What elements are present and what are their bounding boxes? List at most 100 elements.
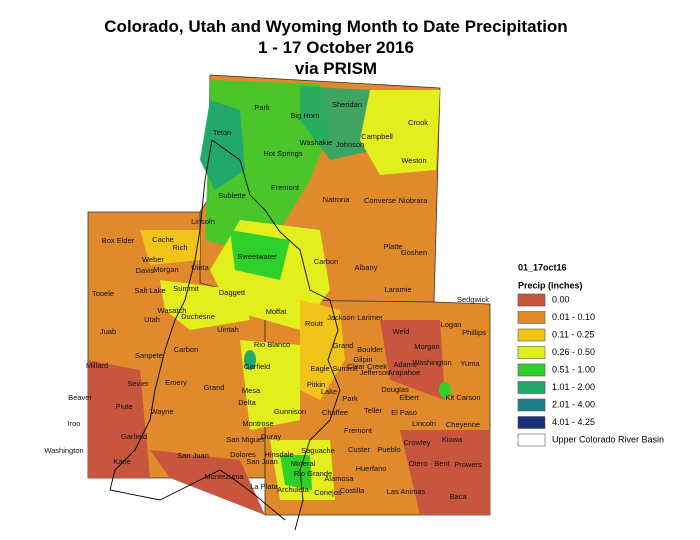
legend-label: 0.51 - 1.00	[552, 364, 595, 374]
county-label: Otero	[409, 459, 428, 468]
county-label: Las Animas	[387, 487, 426, 496]
county-label: Grand	[204, 383, 225, 392]
basin-boundary	[109, 139, 341, 531]
county-label: Larimer	[357, 313, 383, 322]
county-label: Dolores	[230, 450, 256, 459]
county-label: Duchesne	[181, 312, 215, 321]
county-label: Lincoln	[412, 419, 436, 428]
county-label: Kit Carson	[445, 393, 480, 402]
county-label: Moffat	[266, 307, 288, 316]
county-label: Grand	[333, 341, 354, 350]
county-label: Lake	[321, 387, 337, 396]
legend-swatch	[517, 311, 546, 324]
county-label: Converse	[364, 196, 396, 205]
county-label: Cheyenne	[446, 420, 480, 429]
county-label: Prowers	[454, 460, 482, 469]
county-label: Carbon	[174, 345, 199, 354]
legend: 01_17oct16 Precip (inches) 0.00 0.01 - 0.…	[517, 262, 664, 447]
county-label: Weston	[401, 156, 426, 165]
county-label: Jackson	[327, 313, 355, 322]
county-label: Fremont	[271, 183, 300, 192]
county-label: Montezuma	[204, 472, 244, 481]
county-label: Alamosa	[324, 474, 354, 483]
county-label: Washakie	[300, 138, 333, 147]
county-label: Huerfano	[356, 464, 387, 473]
county-label: Summit	[173, 284, 199, 293]
county-label: El Paso	[391, 408, 417, 417]
legend-swatch	[517, 433, 546, 447]
title: 1 - 17 October 2016	[258, 38, 414, 57]
county-label: Mesa	[242, 386, 261, 395]
county-label: Uintah	[217, 325, 239, 334]
county-label: Lincoln	[191, 217, 215, 226]
county-label: Sweetwater	[237, 252, 277, 261]
county-label: Baca	[449, 492, 467, 501]
county-labels: Park Sheridan Big Horn Crook Campbell Washaki…	[44, 100, 489, 501]
county-label: Weld	[393, 327, 410, 336]
county-label: Routt	[305, 319, 324, 328]
county-label: Big Horn	[290, 111, 319, 120]
county-label: Niobrara	[399, 196, 429, 205]
legend-swatch	[517, 416, 546, 429]
county-label: Kiowa	[442, 435, 463, 444]
county-label: Kane	[113, 457, 131, 466]
legend-swatch	[517, 398, 546, 412]
county-label: Albany	[355, 263, 378, 272]
legend-swatch	[517, 293, 546, 307]
county-label: Box Elder	[102, 236, 135, 245]
county-label: Johnson	[336, 140, 364, 149]
county-label: Garfield	[121, 432, 147, 441]
county-label: Pueblo	[377, 445, 400, 454]
county-label: Morgan	[414, 342, 439, 351]
county-label: Tooele	[92, 289, 114, 298]
legend-swatch	[517, 328, 546, 342]
county-label: Mineral	[291, 459, 316, 468]
county-label: Gunnison	[274, 407, 306, 416]
county-label: Millard	[86, 361, 108, 370]
county-label: Beaver	[68, 393, 92, 402]
county-label: Saguache	[301, 446, 335, 455]
legend-label: 2.01 - 4.00	[552, 399, 595, 409]
county-label: Hot Springs	[263, 149, 302, 158]
county-label: Fremont	[344, 426, 373, 435]
county-label: Summit	[332, 364, 358, 373]
county-label: Park	[254, 103, 270, 112]
legend-subtitle: Precip (inches)	[518, 280, 583, 290]
legend-swatch	[517, 363, 546, 377]
county-label: Bent	[434, 459, 450, 468]
legend-label: 0.01 - 0.10	[552, 312, 595, 322]
legend-label: 0.26 - 0.50	[552, 347, 595, 357]
county-label: Laramie	[384, 285, 411, 294]
county-label: Salt Lake	[134, 286, 165, 295]
county-label: Morgan	[153, 265, 178, 274]
county-label: Montrose	[242, 419, 273, 428]
county-label: Jefferson	[360, 368, 391, 377]
county-label: Daggett	[219, 288, 246, 297]
county-label: Elbert	[399, 393, 420, 402]
county-label: Costilla	[340, 486, 365, 495]
county-label: Arapahoe	[388, 368, 421, 377]
legend-label: Upper Colorado River Basin	[552, 434, 664, 444]
county-label: Sublette	[218, 191, 246, 200]
county-label: Ouray	[261, 432, 282, 441]
county-label: Logan	[441, 320, 462, 329]
county-label: San Juan	[246, 457, 278, 466]
legend-label: 4.01 - 4.25	[552, 417, 595, 427]
county-label: Hinsdale	[264, 450, 293, 459]
county-label: Pitkin	[307, 380, 325, 389]
county-label: Yuma	[460, 359, 480, 368]
county-label: Carbon	[314, 257, 339, 266]
county-label: Davis	[136, 266, 155, 275]
county-label: Sheridan	[332, 100, 362, 109]
county-label: Washington	[44, 446, 83, 455]
county-label: Clear Creek	[347, 362, 387, 371]
precip-patches	[88, 80, 490, 515]
county-label: Crook	[408, 118, 428, 127]
legend-swatch	[517, 381, 546, 394]
county-label: Rio Blanco	[254, 340, 290, 349]
county-label: Crowley	[403, 438, 430, 447]
legend-swatch	[517, 346, 546, 359]
county-label: San Juan	[177, 451, 209, 460]
county-label: Gilpin	[353, 355, 372, 364]
